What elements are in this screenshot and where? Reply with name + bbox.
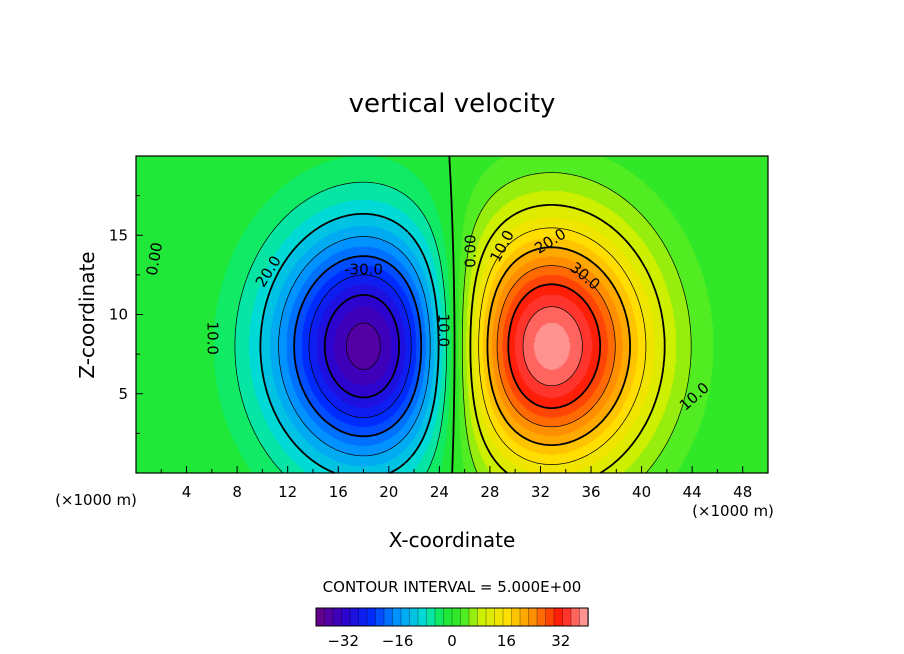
contour-level-20 xyxy=(486,246,631,446)
contour-label: 0.00 xyxy=(143,241,167,277)
colorbar-cell xyxy=(519,607,530,627)
contour-level-0 xyxy=(448,155,456,474)
colorbar-cell xyxy=(409,607,419,627)
colorbar-cell xyxy=(315,607,326,627)
colorbar-tick-label: 0 xyxy=(447,632,457,650)
colorbar-tick-label: 32 xyxy=(551,632,570,650)
colorbar-cell xyxy=(358,607,368,627)
colorbar-ticks: −32 −16 0 16 32 xyxy=(327,632,570,650)
contour-label: 10.0 xyxy=(203,322,221,355)
contour-level-30 xyxy=(507,283,602,409)
contour-level-neg10 xyxy=(259,213,440,474)
colorbar-cell xyxy=(451,607,462,627)
plot-area: 0.00 20.0 -30.010.0 10.00.00 10.0 20.030.010.… xyxy=(135,155,769,474)
y-tick-label: 5 xyxy=(118,385,128,403)
x-unit-left: (×1000 m) xyxy=(55,491,137,509)
contour-level-5 xyxy=(462,172,692,474)
contour-label: 0.00 xyxy=(461,234,479,267)
colorbar-cell xyxy=(324,607,334,627)
colorbar-cell xyxy=(536,607,547,627)
colorbar: −32 −16 0 16 32 xyxy=(315,607,589,650)
colorbar-cell xyxy=(443,607,453,627)
contour-interval-text: CONTOUR INTERVAL = 5.000E+00 xyxy=(323,578,582,596)
contour-level-neg5 xyxy=(234,181,447,474)
x-tick-label: 16 xyxy=(329,483,348,501)
colorbar-cell xyxy=(400,607,411,627)
contour-label: 10.0 xyxy=(435,314,453,347)
colorbar-tick-label: −32 xyxy=(327,632,359,650)
x-tick-label: 8 xyxy=(232,483,242,501)
colorbar-cell xyxy=(468,607,479,627)
contour-level-neg15 xyxy=(278,236,431,457)
colorbar-cell xyxy=(502,607,513,627)
x-tick-label: 48 xyxy=(733,483,752,501)
y-axis-label: Z-coordinate xyxy=(75,251,99,378)
colorbar-cell xyxy=(562,607,572,627)
x-tick-label: 36 xyxy=(581,483,600,501)
colorbar-cell xyxy=(460,607,470,627)
x-tick-label: 24 xyxy=(430,483,449,501)
x-tick-label: 44 xyxy=(683,483,702,501)
colorbar-cell xyxy=(366,607,377,627)
colorbar-cell xyxy=(332,607,343,627)
contour-level-35 xyxy=(522,306,583,387)
colorbar-frame xyxy=(315,607,589,627)
contour-level-neg20 xyxy=(293,255,423,438)
colorbar-cell xyxy=(426,607,436,627)
x-axis-label: X-coordinate xyxy=(389,528,516,552)
x-unit-right: (×1000 m) xyxy=(692,502,774,520)
colorbar-cell xyxy=(579,607,589,627)
x-tick-label: 40 xyxy=(632,483,651,501)
colorbar-cell xyxy=(528,607,538,627)
colorbar-cell xyxy=(477,607,487,627)
contour-level-25 xyxy=(496,265,616,428)
colorbar-cell xyxy=(545,607,555,627)
y-tick-label: 15 xyxy=(109,226,128,244)
colorbar-tick-label: −16 xyxy=(382,632,414,650)
colorbar-tick-label: 16 xyxy=(497,632,516,650)
x-tick-label: 12 xyxy=(278,483,297,501)
contour-lines xyxy=(234,155,692,474)
x-tick-label: 20 xyxy=(379,483,398,501)
colorbar-cell xyxy=(349,607,360,627)
x-tick-label: 4 xyxy=(182,483,192,501)
colorbar-cell xyxy=(341,607,351,627)
y-axis-ticks: 5 10 15 xyxy=(109,195,143,434)
x-tick-label: 28 xyxy=(480,483,499,501)
colorbar-cell xyxy=(553,607,564,627)
contour-level-neg30 xyxy=(323,294,400,399)
colorbar-cells xyxy=(315,607,589,627)
colorbar-cell xyxy=(494,607,504,627)
colorbar-cell xyxy=(434,607,445,627)
contour-label: -30.0 xyxy=(344,261,383,279)
colorbar-cell xyxy=(511,607,521,627)
contour-level-15 xyxy=(478,227,647,465)
y-tick-label: 10 xyxy=(109,306,128,324)
colorbar-cell xyxy=(417,607,428,627)
chart-title: vertical velocity xyxy=(349,89,556,119)
colorbar-cell xyxy=(485,607,496,627)
colorbar-cell xyxy=(392,607,402,627)
contour-level-neg35 xyxy=(346,322,381,370)
x-tick-label: 32 xyxy=(531,483,550,501)
colorbar-cell xyxy=(375,607,385,627)
contour-level-neg25 xyxy=(308,274,412,418)
contour-level-10 xyxy=(469,204,666,474)
colorbar-cell xyxy=(383,607,394,627)
colorbar-cell xyxy=(570,607,581,627)
x-axis-ticks: 4 8 12 16 20 24 28 32 36 40 44 48 xyxy=(160,466,752,501)
